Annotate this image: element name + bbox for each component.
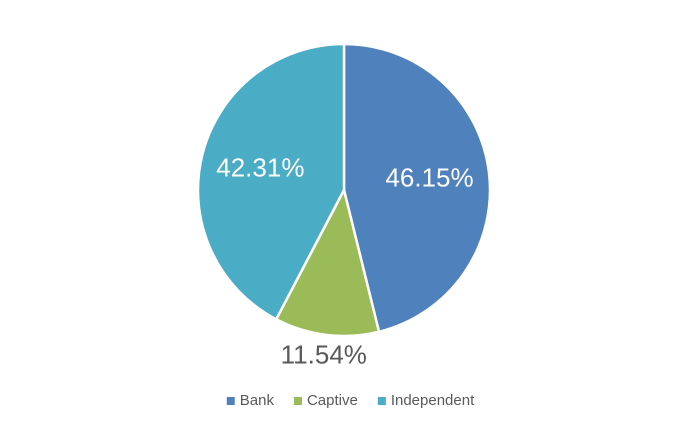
data-label: 46.15% [385,162,473,192]
legend-label: Captive [307,392,358,409]
legend: Bank Captive Independent [226,392,475,409]
data-label: 42.31% [216,152,304,182]
pie-slice [196,42,346,321]
pie-slice [274,186,381,338]
legend-swatch [377,397,386,405]
data-label: 11.54% [281,340,367,370]
legend-label: Bank [240,392,275,409]
legend-swatch [293,397,302,405]
pie-slice [342,42,492,334]
legend-swatch [226,397,235,405]
legend-label: Independent [391,392,475,409]
